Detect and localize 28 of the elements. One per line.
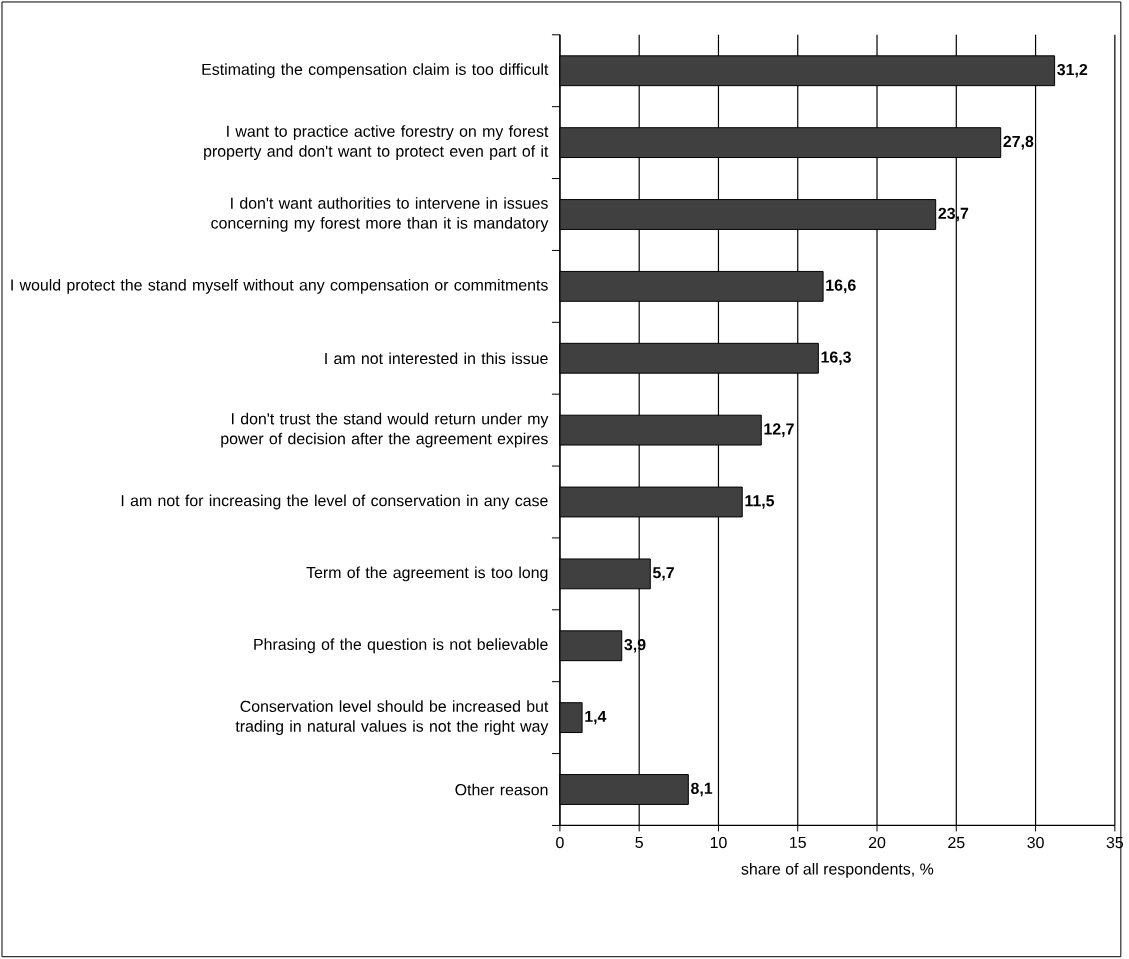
data-label: 16,3 (821, 351, 851, 366)
data-label: 31,2 (1057, 64, 1088, 78)
x-tick-label: 10 (710, 837, 727, 849)
data-label: 1,4 (585, 711, 607, 725)
data-label: 12,7 (764, 423, 794, 438)
x-tick-label: 15 (790, 837, 806, 849)
data-label: 27,8 (1003, 135, 1034, 150)
x-tick-label: 30 (1027, 837, 1044, 849)
data-label: 8,1 (691, 782, 713, 797)
y-tick-label: I am not interested in this issue (325, 352, 548, 365)
y-tick-label: I don't want authorities to intervene in issues concerning my forest more than it is mandatory (211, 197, 549, 232)
y-tick-label: I am not for increasing the level of conservation in any case (121, 494, 548, 510)
x-tick-label: 0 (556, 837, 564, 849)
y-tick-label: Term of the agreement is too long (306, 566, 548, 582)
y-tick-label: I don't trust the stand would return under my power of decision after the agreement expires (221, 412, 549, 448)
data-label: 5,7 (652, 567, 674, 581)
data-label: 11,5 (745, 495, 775, 509)
x-tick-label: 20 (868, 837, 886, 849)
y-tick-label: I would protect the stand myself without any compensation or commitments (11, 279, 548, 294)
x-tick-label: 5 (635, 837, 643, 849)
x-tick-label: 25 (948, 837, 965, 849)
x-axis-title: share of all respondents, % (741, 863, 934, 878)
y-tick-label: Other reason (455, 783, 548, 796)
y-tick-label: Estimating the compensation claim is too difficult (202, 63, 549, 79)
y-tick-label: Phrasing of the question is not believable (254, 638, 548, 654)
y-tick-label: Conservation level should be increased but trading in natural values is not the right way (235, 700, 549, 736)
y-tick-label: I want to practice active forestry on my forest property and don't want to protect even part of it (204, 125, 549, 161)
data-label: 16,6 (826, 279, 856, 294)
